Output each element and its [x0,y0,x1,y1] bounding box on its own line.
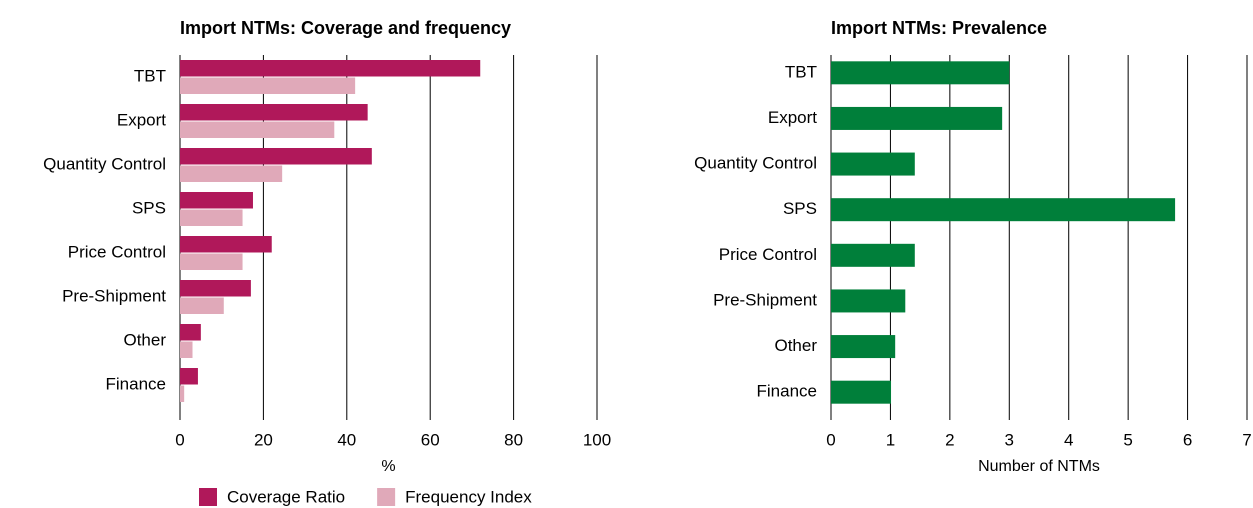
y-tick-label: TBT [785,62,817,81]
x-tick-label: 0 [175,430,184,449]
y-tick-label: Finance [106,374,166,393]
bar [831,380,892,404]
bar [180,253,243,270]
x-tick-label: 40 [337,430,356,449]
bar [180,192,253,209]
x-tick-label: 0 [826,430,835,449]
x-tick-label: 6 [1183,430,1192,449]
legend-label: Frequency Index [405,487,532,506]
bar [180,77,356,94]
bar [180,121,335,138]
y-tick-label: Pre-Shipment [713,290,817,309]
y-tick-label: SPS [783,199,817,218]
y-tick-label: SPS [132,198,166,217]
x-tick-label: 3 [1005,430,1014,449]
x-tick-label: 60 [421,430,440,449]
y-tick-label: Price Control [719,245,817,264]
bar [180,297,224,314]
y-tick-label: Other [123,330,166,349]
bar [180,104,368,121]
y-tick-label: Pre-Shipment [62,286,166,305]
y-tick-label: TBT [134,66,166,85]
legend-swatch [199,488,217,506]
x-tick-label: 80 [504,430,523,449]
bar [180,236,272,253]
bar [180,165,283,182]
bar [831,335,896,359]
x-tick-label: 100 [583,430,611,449]
y-tick-label: Price Control [68,242,166,261]
bar [180,280,251,297]
bar [831,198,1176,222]
y-tick-label: Finance [757,382,817,401]
bar [180,341,193,358]
chart-title: Import NTMs: Prevalence [831,18,1047,38]
y-tick-label: Export [768,108,817,127]
bar [180,368,198,385]
x-tick-label: 5 [1123,430,1132,449]
y-tick-label: Quantity Control [43,154,166,173]
bar [180,385,185,402]
x-tick-label: 1 [886,430,895,449]
bar [180,324,201,341]
legend-label: Coverage Ratio [227,487,345,506]
x-tick-label: 4 [1064,430,1073,449]
bar [180,209,243,226]
bar [831,106,1003,130]
chart-title: Import NTMs: Coverage and frequency [180,18,511,38]
y-tick-label: Export [117,110,166,129]
bar [180,148,372,165]
x-axis-label: % [381,458,395,475]
y-tick-label: Other [774,336,817,355]
bar [831,152,915,176]
bar [831,289,906,313]
bar [831,61,1010,85]
y-tick-label: Quantity Control [694,154,817,173]
x-axis-label: Number of NTMs [978,458,1100,475]
bar [831,243,915,267]
legend-swatch [377,488,396,506]
x-tick-label: 7 [1242,430,1251,449]
bar [180,60,481,77]
x-tick-label: 20 [254,430,273,449]
x-tick-label: 2 [945,430,954,449]
